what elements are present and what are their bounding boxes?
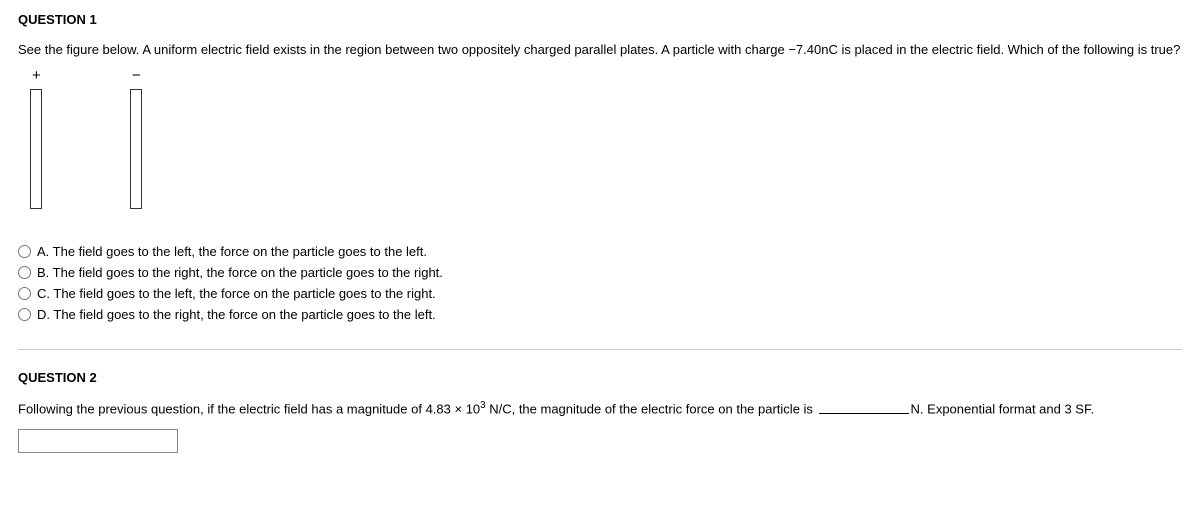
negative-plate	[130, 89, 142, 209]
option-b-label: B. The field goes to the right, the forc…	[37, 265, 443, 280]
question-divider	[18, 349, 1182, 350]
question-1-text: See the figure below. A uniform electric…	[18, 41, 1182, 59]
q2-answer-input[interactable]	[18, 429, 178, 453]
option-d-label: D. The field goes to the right, the forc…	[37, 307, 436, 322]
option-c-label: C. The field goes to the left, the force…	[37, 286, 436, 301]
option-c-radio[interactable]	[18, 287, 31, 300]
plus-sign-label: +	[32, 67, 41, 84]
q1-text-post: is placed in the electric field. Which o…	[838, 42, 1181, 57]
q1-charge: −7.40nC	[788, 42, 838, 57]
q2-unit: N/C, the magnitude of the electric force…	[486, 402, 817, 417]
option-d-radio[interactable]	[18, 308, 31, 321]
q1-options: A. The field goes to the left, the force…	[18, 241, 1182, 325]
answer-blank	[819, 401, 909, 414]
option-c[interactable]: C. The field goes to the left, the force…	[18, 283, 1182, 304]
question-1-title: QUESTION 1	[18, 12, 1182, 27]
parallel-plates-figure: + −	[22, 67, 182, 227]
question-1-block: QUESTION 1 See the figure below. A unifo…	[18, 12, 1182, 325]
option-a-radio[interactable]	[18, 245, 31, 258]
minus-sign-label: −	[132, 67, 141, 84]
question-2-block: QUESTION 2 Following the previous questi…	[18, 370, 1182, 453]
question-2-title: QUESTION 2	[18, 370, 1182, 385]
option-b-radio[interactable]	[18, 266, 31, 279]
positive-plate	[30, 89, 42, 209]
q2-text-pre: Following the previous question, if the …	[18, 402, 454, 417]
question-2-text: Following the previous question, if the …	[18, 399, 1182, 419]
q2-mantissa: 10	[462, 402, 480, 417]
q2-text-post: N. Exponential format and 3 SF.	[911, 402, 1095, 417]
option-a[interactable]: A. The field goes to the left, the force…	[18, 241, 1182, 262]
q1-text-pre: See the figure below. A uniform electric…	[18, 42, 788, 57]
q2-times: ×	[454, 402, 462, 417]
option-d[interactable]: D. The field goes to the right, the forc…	[18, 304, 1182, 325]
option-a-label: A. The field goes to the left, the force…	[37, 244, 427, 259]
option-b[interactable]: B. The field goes to the right, the forc…	[18, 262, 1182, 283]
